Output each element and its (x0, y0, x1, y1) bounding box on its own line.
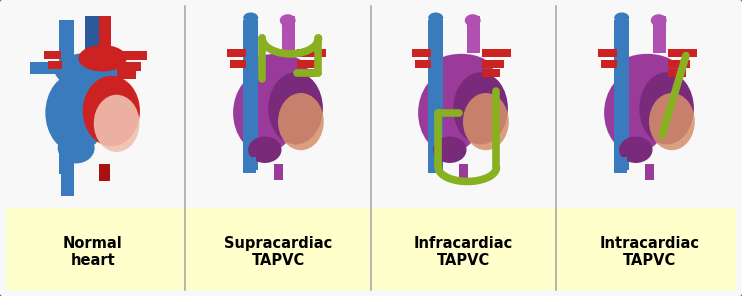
Bar (61, 152, 73, 197)
Bar (428, 157, 441, 173)
Bar (274, 164, 283, 180)
Bar (669, 69, 686, 77)
Bar (428, 20, 443, 91)
Bar (669, 60, 690, 68)
Bar (614, 20, 628, 91)
Text: Intracardiac
TAPVC: Intracardiac TAPVC (600, 236, 699, 268)
Bar (116, 70, 136, 79)
Ellipse shape (83, 76, 140, 146)
Ellipse shape (619, 136, 652, 163)
Ellipse shape (55, 53, 121, 88)
Bar (412, 49, 431, 57)
Ellipse shape (428, 12, 443, 23)
Ellipse shape (649, 93, 695, 150)
Ellipse shape (433, 136, 467, 163)
Ellipse shape (243, 12, 258, 23)
Bar (116, 62, 141, 70)
Bar (652, 16, 666, 53)
Ellipse shape (58, 133, 95, 163)
Bar (645, 164, 654, 180)
Text: Infracardiac
TAPVC: Infracardiac TAPVC (414, 236, 513, 268)
Ellipse shape (604, 72, 668, 153)
Bar (298, 69, 315, 77)
Text: Normal
heart: Normal heart (63, 236, 122, 268)
Bar (669, 49, 697, 57)
Ellipse shape (430, 54, 493, 87)
Bar (243, 20, 257, 91)
Bar (482, 69, 500, 77)
Ellipse shape (651, 14, 666, 27)
Bar (614, 157, 627, 173)
Bar (482, 49, 510, 57)
Ellipse shape (280, 14, 295, 27)
Bar (602, 60, 617, 68)
Ellipse shape (278, 93, 324, 150)
Bar (614, 91, 628, 170)
Bar (243, 91, 257, 170)
Bar (482, 60, 505, 68)
Bar (59, 95, 74, 174)
Bar (116, 51, 148, 60)
Bar (467, 16, 480, 53)
Ellipse shape (614, 12, 629, 23)
Ellipse shape (93, 95, 139, 152)
Bar (30, 62, 61, 74)
Bar (99, 164, 110, 181)
Bar (598, 49, 617, 57)
Ellipse shape (453, 72, 508, 144)
Bar (227, 49, 246, 57)
Bar (85, 16, 99, 51)
Ellipse shape (640, 72, 694, 144)
Ellipse shape (418, 72, 482, 153)
Bar (231, 60, 246, 68)
Bar (298, 49, 326, 57)
Bar (243, 157, 256, 173)
Text: Supracardiac
TAPVC: Supracardiac TAPVC (224, 236, 332, 268)
Ellipse shape (45, 73, 107, 152)
Ellipse shape (248, 136, 281, 163)
Bar (416, 60, 431, 68)
Bar (44, 51, 61, 59)
Ellipse shape (245, 54, 308, 87)
Ellipse shape (233, 72, 297, 153)
Bar (59, 20, 74, 95)
Ellipse shape (616, 54, 679, 87)
Ellipse shape (464, 14, 481, 27)
Bar (428, 91, 443, 170)
Ellipse shape (269, 72, 323, 144)
FancyBboxPatch shape (6, 208, 736, 290)
Ellipse shape (463, 93, 509, 150)
Bar (298, 60, 319, 68)
Ellipse shape (79, 45, 127, 71)
Bar (99, 16, 111, 62)
Bar (281, 16, 295, 53)
Bar (48, 61, 62, 69)
Bar (459, 164, 468, 180)
